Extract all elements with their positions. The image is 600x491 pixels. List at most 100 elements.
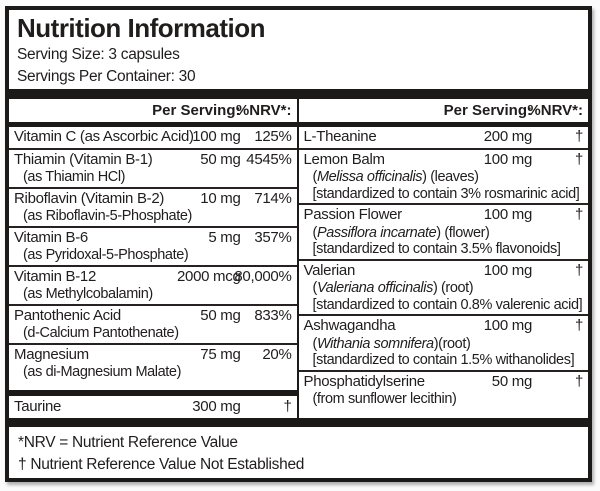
serving-size-line: Serving Size: 3 capsules bbox=[17, 46, 180, 63]
per-serving-header: Per Serving: bbox=[152, 102, 241, 119]
column-header-bar bbox=[298, 122, 588, 127]
latin-name: Passiflora incarnate bbox=[316, 224, 437, 241]
nutrient-subtext: (from sunflower lecithin) bbox=[312, 391, 457, 407]
nutrient-amount: 50 mg bbox=[491, 372, 533, 390]
nutrient-row-main: L-Theanine 200 mg † bbox=[304, 128, 584, 147]
latin-name: Valeriana officinalis bbox=[316, 280, 433, 296]
nutrient-name: Riboflavin (Vitamin B-2) bbox=[14, 189, 165, 207]
nutrient-subtext: [standardized to contain 3.5% flavonoids… bbox=[312, 241, 561, 257]
nutrient-name: Vitamin C (as Ascorbic Acid) bbox=[14, 128, 194, 145]
nutrient-subtext: (Melissa officinalis) (leaves) bbox=[312, 169, 479, 185]
nutrient-row-main: Riboflavin (Vitamin B-2) 10 mg 714% bbox=[14, 190, 292, 209]
nutrient-name: Lemon Balm bbox=[303, 150, 386, 168]
label-footer: *NRV = Nutrient Reference Value † Nutrie… bbox=[9, 427, 588, 480]
nutrient-row: Ashwagandha 100 mg † (Withania somnifera)(r… bbox=[298, 314, 588, 370]
footnote-dagger-definition: † Nutrient Reference Value Not Establish… bbox=[18, 455, 305, 473]
footer-separator-bar bbox=[9, 418, 588, 427]
nutrition-label: Nutrition Information Serving Size: 3 ca… bbox=[5, 6, 592, 482]
left-column: Per Serving: %NRV*: Vitamin C (as Ascorb… bbox=[9, 99, 299, 418]
nutrient-nrv: † bbox=[283, 397, 292, 415]
nutrient-row-main: Vitamin C (as Ascorbic Acid) 100 mg 125% bbox=[14, 128, 292, 147]
nutrient-amount: 100 mg bbox=[483, 317, 533, 334]
nutrient-row: Thiamin (Vitamin B-1) 50 mg 4545% (as Thiam… bbox=[9, 147, 297, 187]
nutrient-row: Valerian 100 mg † (Valeriana officinalis) (… bbox=[298, 258, 588, 315]
nutrient-subtext: [standardized to contain 1.5% withanolid… bbox=[312, 352, 575, 368]
nutrient-row-main: Phosphatidylserine 50 mg † bbox=[304, 373, 584, 392]
nutrient-name: Valerian bbox=[303, 261, 356, 279]
latin-name: Melissa officinalis bbox=[316, 169, 423, 185]
nutrient-amount: 100 mg bbox=[192, 128, 241, 145]
right-column-header: Per Serving: %NRV*: bbox=[299, 99, 589, 122]
nutrient-row-main: Pantothenic Acid 50 mg 833% bbox=[14, 307, 292, 326]
nutrient-row-main: Ashwagandha 100 mg † bbox=[304, 317, 584, 336]
nutrient-row-main: Vitamin B-12 2000 mcg 80,000% bbox=[14, 268, 292, 287]
latin-name: Withania somnifera bbox=[316, 335, 434, 352]
nutrient-nrv: 4545% bbox=[246, 150, 292, 168]
nutrient-subtext: (as Methylcobalamin) bbox=[23, 286, 153, 302]
nutrient-name: Passion Flower bbox=[303, 206, 403, 223]
nutrient-nrv: † bbox=[574, 150, 583, 168]
nutrient-row-main: Passion Flower 100 mg † bbox=[304, 206, 584, 225]
nutrient-subtext: [standardized to contain 3% rosmarinic a… bbox=[312, 185, 580, 202]
nutrient-amount: 5 mg bbox=[208, 228, 241, 246]
nutrient-amount: 300 mg bbox=[192, 397, 241, 415]
nutrient-amount: 75 mg bbox=[200, 345, 241, 363]
nutrient-subtext: (as Riboflavin-5-Phosphate) bbox=[23, 208, 192, 224]
nutrient-subtext: (as Pyridoxal-5-Phosphate) bbox=[23, 247, 189, 263]
nutrient-amount: 50 mg bbox=[200, 150, 241, 168]
nutrient-amount: 2000 mcg bbox=[177, 267, 241, 285]
nutrient-subtext: (as di-Magnesium Malate) bbox=[23, 364, 182, 380]
nrv-header: %NRV*: bbox=[527, 102, 583, 119]
nutrient-subtext: (Valeriana officinalis) (root) bbox=[312, 280, 474, 296]
nutrient-row: Vitamin C (as Ascorbic Acid) 100 mg 125% bbox=[9, 127, 297, 148]
nutrient-name: Vitamin B-12 bbox=[14, 267, 96, 285]
nutrient-name: Thiamin (Vitamin B-1) bbox=[14, 150, 153, 168]
nutrient-name: L-Theanine bbox=[303, 128, 377, 145]
nutrient-amount: 100 mg bbox=[483, 261, 533, 279]
nutrient-nrv: 20% bbox=[262, 345, 292, 363]
nutrient-row: Taurine 300 mg † bbox=[9, 389, 297, 418]
left-column-header: Per Serving: %NRV*: bbox=[9, 99, 297, 122]
column-header-bar bbox=[9, 122, 297, 127]
label-title: Nutrition Information bbox=[17, 13, 266, 43]
nutrient-row: Pantothenic Acid 50 mg 833% (d-Calcium Pant… bbox=[9, 303, 297, 343]
nutrient-nrv: † bbox=[574, 206, 583, 223]
nutrient-row: Magnesium 75 mg 20% (as di-Magnesium Malate… bbox=[9, 342, 297, 390]
nutrient-row: Passion Flower 100 mg † (Passiflora incarna… bbox=[298, 203, 588, 259]
nutrient-subtext: (Withania somnifera)(root) bbox=[312, 335, 471, 352]
nutrient-name: Taurine bbox=[14, 397, 62, 415]
nutrient-row: Vitamin B-6 5 mg 357% (as Pyridoxal-5-Phosp… bbox=[9, 225, 297, 265]
nutrient-name: Magnesium bbox=[14, 345, 89, 363]
nrv-header: %NRV*: bbox=[235, 102, 292, 119]
nutrient-row: L-Theanine 200 mg † bbox=[299, 127, 589, 148]
nutrient-nrv: 714% bbox=[254, 189, 292, 207]
nutrient-nrv: † bbox=[574, 261, 583, 279]
nutrient-subtext: (d-Calcium Pantothenate) bbox=[23, 325, 179, 341]
nutrient-nrv: † bbox=[574, 372, 583, 390]
nutrient-nrv: 833% bbox=[254, 306, 292, 324]
nutrient-row: Lemon Balm 100 mg † (Melissa officinalis) (… bbox=[298, 147, 588, 204]
nutrient-row-main: Vitamin B-6 5 mg 357% bbox=[14, 229, 292, 248]
nutrient-row-main: Lemon Balm 100 mg † bbox=[304, 151, 584, 170]
nutrient-name: Ashwagandha bbox=[303, 317, 396, 334]
per-serving-header: Per Serving: bbox=[443, 102, 532, 119]
nutrient-subtext: (Passiflora incarnate) (flower) bbox=[312, 224, 490, 241]
nutrient-row-main: Valerian 100 mg † bbox=[304, 262, 584, 281]
nutrient-name: Phosphatidylserine bbox=[303, 372, 426, 390]
nutrient-nrv: † bbox=[574, 128, 583, 145]
nutrient-name: Vitamin B-6 bbox=[14, 228, 88, 246]
nutrient-row: Riboflavin (Vitamin B-2) 10 mg 714% (as Rib… bbox=[9, 186, 297, 226]
left-column-rows: Vitamin C (as Ascorbic Acid) 100 mg 125% Th… bbox=[9, 127, 297, 417]
nutrient-amount: 100 mg bbox=[483, 150, 533, 168]
nutrient-nrv: 357% bbox=[254, 228, 292, 246]
nutrient-nrv: 125% bbox=[254, 128, 292, 145]
nutrient-amount: 50 mg bbox=[200, 306, 241, 324]
nutrient-columns: Per Serving: %NRV*: Vitamin C (as Ascorb… bbox=[9, 99, 588, 418]
right-column-rows: L-Theanine 200 mg † Lemon Balm 100 mg † (Melis… bbox=[298, 127, 589, 409]
footnote-nrv-definition: *NRV = Nutrient Reference Value bbox=[18, 434, 238, 451]
nutrient-amount: 200 mg bbox=[483, 128, 533, 145]
nutrient-subtext: (as Thiamin HCl) bbox=[23, 169, 126, 185]
nutrient-amount: 10 mg bbox=[200, 189, 241, 207]
right-column: Per Serving: %NRV*: L-Theanine 200 mg † Lem… bbox=[298, 99, 589, 418]
nutrient-nrv: 80,000% bbox=[234, 267, 292, 285]
